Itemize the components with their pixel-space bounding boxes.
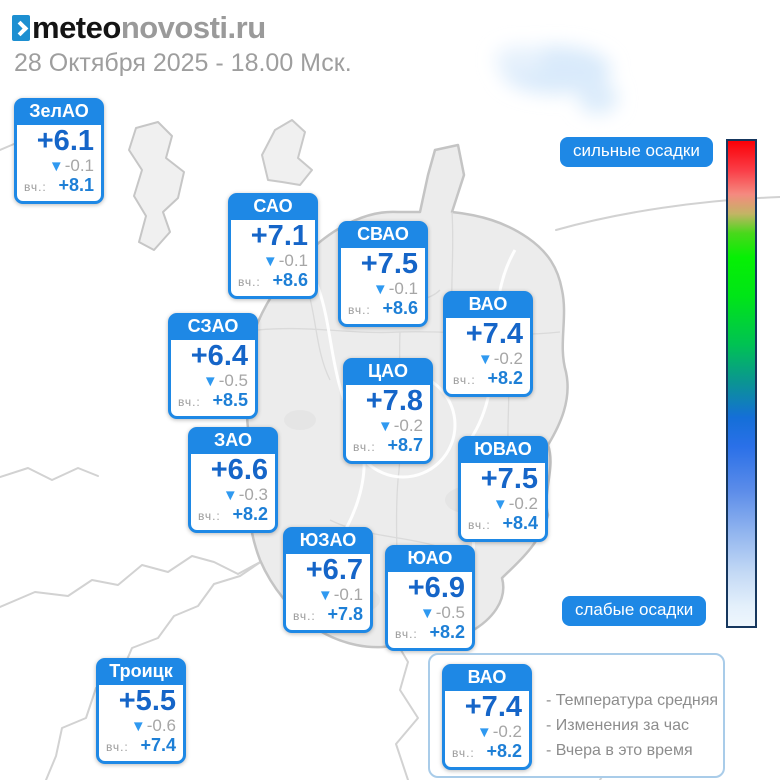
yesterday-label: вч.: <box>24 180 47 195</box>
change-value: -0.1 <box>388 278 418 298</box>
down-triangle-icon: ▼ <box>419 604 435 622</box>
yesterday-label: вч.: <box>293 609 316 624</box>
yesterday-label: вч.: <box>348 303 371 318</box>
sample-district-card: ВАО +7.4 ▼-0.2 вч.: +8.2 <box>442 664 532 770</box>
yesterday-value: +8.2 <box>487 368 523 389</box>
yesterday-label: вч.: <box>178 395 201 410</box>
change-value: -0.1 <box>278 250 308 270</box>
district-card-yuzao: ЮЗАО +6.7 ▼-0.1 вч.: +7.8 <box>283 527 373 633</box>
temperature-value: +7.8 <box>365 385 423 417</box>
yesterday-value: +8.4 <box>502 513 538 534</box>
down-triangle-icon: ▼ <box>492 495 508 513</box>
change-value: -0.1 <box>64 155 94 175</box>
down-triangle-icon: ▼ <box>476 723 492 741</box>
weak-precipitation-label: слабые осадки <box>562 596 707 626</box>
district-card-cao: ЦАО +7.8 ▼-0.2 вч.: +8.7 <box>343 358 433 464</box>
change-value: -0.2 <box>492 721 522 741</box>
temperature-value: +6.9 <box>407 572 465 604</box>
district-name: ЦАО <box>345 360 431 385</box>
down-triangle-icon: ▼ <box>477 350 493 368</box>
down-triangle-icon: ▼ <box>222 486 238 504</box>
yesterday-label: вч.: <box>106 740 129 755</box>
district-name: СВАО <box>340 223 426 248</box>
temperature-value: +6.7 <box>305 554 363 586</box>
district-name: Троицк <box>98 660 184 685</box>
district-card-yuvao: ЮВАО +7.5 ▼-0.2 вч.: +8.4 <box>458 436 548 542</box>
down-triangle-icon: ▼ <box>202 372 218 390</box>
temperature-value: +6.6 <box>210 454 268 486</box>
yesterday-label: вч.: <box>238 275 261 290</box>
yesterday-value: +8.2 <box>429 622 465 643</box>
yesterday-value: +8.5 <box>212 390 248 411</box>
temperature-value: +7.5 <box>480 463 538 495</box>
change-value: -0.2 <box>493 348 523 368</box>
change-value: -0.3 <box>238 484 268 504</box>
yesterday-value: +8.7 <box>387 435 423 456</box>
down-triangle-icon: ▼ <box>262 252 278 270</box>
change-value: -0.6 <box>146 715 176 735</box>
yesterday-label: вч.: <box>453 373 476 388</box>
site-logo[interactable]: meteo novosti.ru <box>12 10 266 46</box>
logo-text-meteo: meteo <box>32 10 121 45</box>
temperature-value: +7.5 <box>360 248 418 280</box>
yesterday-value: +8.6 <box>272 270 308 291</box>
district-name: ЮЗАО <box>285 529 371 554</box>
yesterday-value: +8.2 <box>486 741 522 762</box>
yesterday-label: вч.: <box>395 627 418 642</box>
temperature-value: +6.1 <box>36 125 94 157</box>
legend-line-yesterday: - Вчера в это время <box>546 742 693 759</box>
change-value: -0.2 <box>508 493 538 513</box>
yesterday-value: +8.6 <box>382 298 418 319</box>
yesterday-label: вч.: <box>353 440 376 455</box>
district-card-svao: СВАО +7.5 ▼-0.1 вч.: +8.6 <box>338 221 428 327</box>
district-name: САО <box>230 195 316 220</box>
district-name: СЗАО <box>170 315 256 340</box>
legend-line-hourly-change: - Изменения за час <box>546 717 690 734</box>
temperature-value: +6.4 <box>190 340 248 372</box>
precipitation-area <box>495 46 618 114</box>
district-card-zao: ЗАО +6.6 ▼-0.3 вч.: +8.2 <box>188 427 278 533</box>
down-triangle-icon: ▼ <box>377 417 393 435</box>
district-card-troitsk: Троицк +5.5 ▼-0.6 вч.: +7.4 <box>96 658 186 764</box>
strong-precipitation-label: сильные осадки <box>560 137 713 167</box>
temperature-value: +7.4 <box>465 318 523 350</box>
change-value: -0.1 <box>333 584 363 604</box>
district-name: ЗелАО <box>16 100 102 125</box>
yesterday-value: +8.1 <box>58 175 94 196</box>
down-triangle-icon: ▼ <box>317 586 333 604</box>
district-name: ВАО <box>445 293 531 318</box>
legend-explainer-box: ВАО +7.4 ▼-0.2 вч.: +8.2 - Температура ср… <box>428 653 725 778</box>
district-card-sao: САО +7.1 ▼-0.1 вч.: +8.6 <box>228 193 318 299</box>
down-triangle-icon: ▼ <box>48 157 64 175</box>
district-card-vao: ВАО +7.4 ▼-0.2 вч.: +8.2 <box>443 291 533 397</box>
district-name: ЗАО <box>190 429 276 454</box>
chevron-right-icon <box>12 15 30 41</box>
change-value: -0.5 <box>218 370 248 390</box>
yesterday-label: вч.: <box>468 518 491 533</box>
district-card-szao: СЗАО +6.4 ▼-0.5 вч.: +8.5 <box>168 313 258 419</box>
change-value: -0.5 <box>435 602 465 622</box>
legend-line-temperature: - Температура средняя <box>546 692 719 709</box>
date-time-label: 28 Октября 2025 - 18.00 Мск. <box>14 49 352 77</box>
yesterday-value: +8.2 <box>232 504 268 525</box>
down-triangle-icon: ▼ <box>130 717 146 735</box>
temperature-value: +5.5 <box>118 685 176 717</box>
temperature-value: +7.1 <box>250 220 308 252</box>
district-name: ЮАО <box>387 547 473 572</box>
yesterday-value: +7.8 <box>327 604 363 625</box>
district-card-yuao: ЮАО +6.9 ▼-0.5 вч.: +8.2 <box>385 545 475 651</box>
district-name: ВАО <box>444 666 530 691</box>
district-card-zelao: ЗелАО +6.1 ▼-0.1 вч.: +8.1 <box>14 98 104 204</box>
yesterday-label: вч.: <box>452 746 475 761</box>
logo-text-novosti: novosti.ru <box>120 10 266 45</box>
yesterday-label: вч.: <box>198 509 221 524</box>
temperature-value: +7.4 <box>464 691 522 723</box>
precipitation-intensity-colorbar <box>726 139 757 628</box>
yesterday-value: +7.4 <box>140 735 176 756</box>
change-value: -0.2 <box>393 415 423 435</box>
district-name: ЮВАО <box>460 438 546 463</box>
down-triangle-icon: ▼ <box>372 280 388 298</box>
